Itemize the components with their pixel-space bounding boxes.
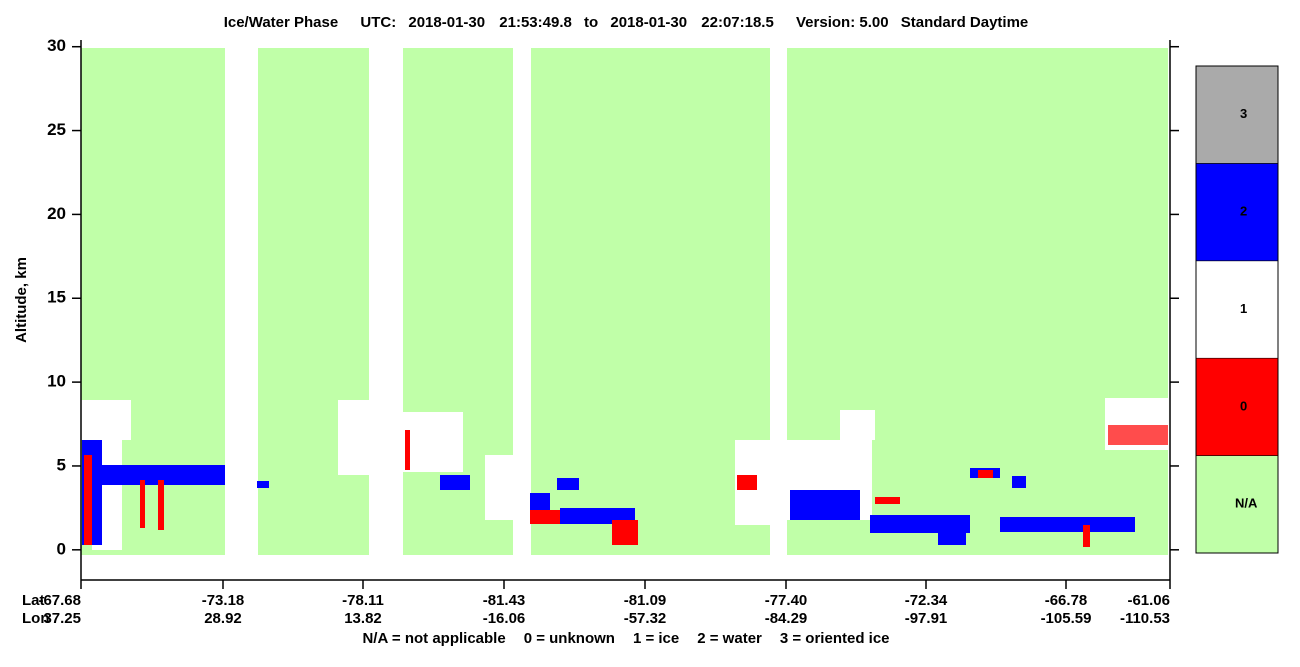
lat-tick-label: -81.09 bbox=[624, 592, 667, 609]
na-panel bbox=[258, 48, 369, 555]
utc-label: UTC: bbox=[360, 14, 396, 31]
ice-region bbox=[403, 412, 463, 472]
colorbar-swatch bbox=[1195, 163, 1279, 262]
colorbar-frame bbox=[1195, 65, 1279, 554]
start-date: 2018-01-30 bbox=[408, 14, 485, 31]
lat-tick-label: -66.78 bbox=[1045, 592, 1088, 609]
unknown-region bbox=[1083, 525, 1090, 547]
na-panel bbox=[531, 48, 770, 555]
colorbar-label: 0 bbox=[1240, 398, 1247, 413]
colorbar-label: 2 bbox=[1240, 204, 1247, 219]
lon-tick-label: -16.06 bbox=[483, 610, 526, 627]
mode: Standard Daytime bbox=[901, 14, 1029, 31]
lon-tick-label: -105.59 bbox=[1041, 610, 1092, 627]
legend-entry: N/A = not applicable bbox=[362, 630, 505, 647]
unknown-region bbox=[737, 475, 757, 490]
to-label: to bbox=[584, 14, 598, 31]
lat-tick-label: -67.68 bbox=[38, 592, 81, 609]
lat-tick-label: -72.34 bbox=[905, 592, 948, 609]
unknown-region bbox=[1108, 425, 1168, 445]
water-region bbox=[790, 490, 860, 520]
lon-label: Lon bbox=[22, 610, 50, 627]
y-tick-label: 0 bbox=[57, 539, 66, 558]
plot-area bbox=[81, 48, 1168, 555]
end-time: 22:07:18.5 bbox=[701, 14, 774, 31]
start-time: 21:53:49.8 bbox=[499, 14, 572, 31]
colorbar-swatch bbox=[1195, 260, 1279, 359]
unknown-region bbox=[140, 480, 145, 528]
legend-entry: 1 = ice bbox=[633, 630, 679, 647]
water-region bbox=[100, 465, 225, 485]
lat-tick-label: -73.18 bbox=[202, 592, 245, 609]
unknown-region bbox=[612, 520, 638, 545]
lon-tick-label: 28.92 bbox=[204, 610, 242, 627]
water-region bbox=[870, 515, 970, 533]
title: Ice/Water Phase bbox=[224, 14, 339, 31]
version: Version: 5.00 bbox=[796, 14, 889, 31]
ice-region bbox=[485, 455, 513, 520]
lat-tick-label: -81.43 bbox=[483, 592, 526, 609]
colorbar-label: 1 bbox=[1240, 301, 1247, 316]
colorbar-swatch bbox=[1195, 65, 1279, 164]
lon-tick-label: 13.82 bbox=[344, 610, 382, 627]
colorbar-label: N/A bbox=[1235, 496, 1258, 511]
lon-tick-label: -110.53 bbox=[1120, 610, 1170, 627]
y-axis-label: Altitude, km bbox=[13, 257, 30, 343]
water-region bbox=[557, 478, 579, 490]
unknown-region bbox=[84, 455, 92, 545]
lat-label: Lat bbox=[22, 592, 45, 609]
water-region bbox=[257, 481, 269, 488]
water-region bbox=[1012, 476, 1026, 488]
chart-title: Ice/Water Phase UTC: 2018-01-30 21:53:49… bbox=[224, 14, 1029, 31]
water-region bbox=[1000, 517, 1135, 532]
y-tick-label: 15 bbox=[47, 288, 66, 307]
lat-tick-label: -78.11 bbox=[342, 592, 384, 609]
lon-tick-label: 37.25 bbox=[43, 610, 81, 627]
unknown-region bbox=[158, 480, 164, 530]
lon-tick-label: -97.91 bbox=[905, 610, 948, 627]
legend-entry: 0 = unknown bbox=[524, 630, 615, 647]
cloud-features bbox=[81, 398, 1168, 550]
ice-region bbox=[338, 400, 398, 475]
water-region bbox=[440, 475, 470, 490]
y-tick-label: 30 bbox=[47, 36, 66, 55]
lon-tick-label: -84.29 bbox=[765, 610, 808, 627]
legend: N/A = not applicable 0 = unknown 1 = ice 2 … bbox=[362, 630, 889, 647]
unknown-region bbox=[875, 497, 900, 504]
y-tick-label: 20 bbox=[47, 204, 66, 223]
legend-entry: 2 = water bbox=[697, 630, 762, 647]
lat-tick-label: -77.40 bbox=[765, 592, 808, 609]
legend-entry: 3 = oriented ice bbox=[780, 630, 890, 647]
unknown-region bbox=[405, 430, 410, 470]
ice-region bbox=[840, 410, 875, 440]
end-date: 2018-01-30 bbox=[610, 14, 687, 31]
colorbar-label: 3 bbox=[1240, 106, 1247, 121]
lon-tick-label: -57.32 bbox=[624, 610, 667, 627]
unknown-region bbox=[978, 470, 993, 478]
lat-tick-label: -61.06 bbox=[1127, 592, 1170, 609]
water-region bbox=[938, 530, 966, 545]
y-tick-label: 25 bbox=[47, 120, 66, 139]
y-tick-label: 10 bbox=[47, 372, 66, 391]
unknown-region bbox=[530, 510, 568, 524]
colorbar-swatch bbox=[1195, 357, 1279, 456]
y-tick-label: 5 bbox=[57, 455, 66, 474]
